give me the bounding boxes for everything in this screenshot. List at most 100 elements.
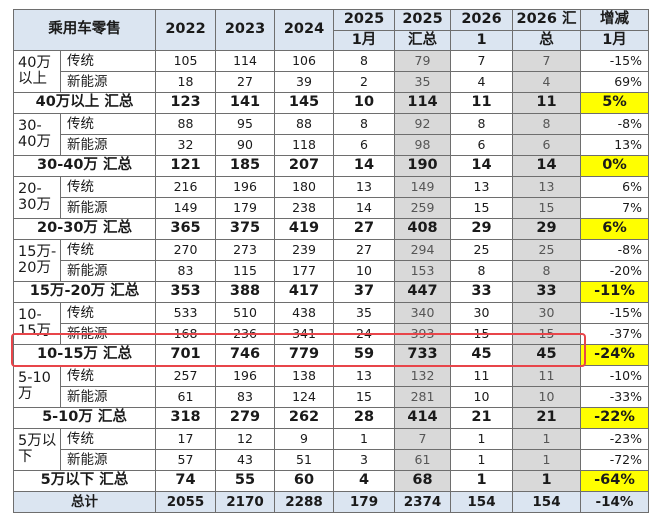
- table-row: 新能源 32 90 118 6 98 6 6 13%: [14, 134, 649, 156]
- table-row: 20- 30万 传统 216 196 180 13 149 13 13 6%: [13, 176, 649, 219]
- cell-y2025-jan: 35: [333, 302, 395, 324]
- cell-y2026-summary: 14: [512, 155, 581, 177]
- cell-change-jan: 5%: [580, 92, 649, 114]
- cell-y2023: 196: [215, 176, 275, 198]
- cell-y2023: 279: [215, 407, 275, 429]
- row-label: 新能源: [60, 197, 156, 219]
- header-2026: 2026: [450, 9, 513, 31]
- group-label-line2: 30万: [18, 196, 51, 213]
- table-row: 5-10 万传统 257 196 138 13 132 11 11 -10%: [13, 365, 649, 408]
- row-label: 传统: [60, 176, 156, 198]
- cell-y2022: 353: [155, 281, 216, 303]
- table-row: 新能源 57 43 51 3 61 1 1 -72%: [14, 449, 649, 471]
- cell-y2026-summary: 4: [512, 71, 581, 93]
- cell-y2023: 12: [215, 428, 275, 450]
- cell-y2025-summary: 190: [394, 155, 451, 177]
- header-2025-month: 1月: [333, 30, 395, 51]
- cell-y2026-jan: 15: [450, 197, 513, 219]
- cell-y2023: 185: [215, 155, 275, 177]
- group-label-line1: 5万以: [18, 433, 57, 450]
- cell-y2025-summary: 447: [394, 281, 451, 303]
- header-2023: 2023: [215, 9, 275, 51]
- cell-y2024: 51: [274, 449, 334, 471]
- cell-y2024: 207: [274, 155, 334, 177]
- cell-y2022: 168: [155, 323, 216, 345]
- cell-y2025-summary: 340: [394, 302, 451, 324]
- table-row: 10- 15万 传统 533 510 438 35 340 30 30 -15%: [13, 302, 649, 345]
- grand-total-y2026-summary: 154: [512, 491, 581, 513]
- cell-change-jan: -64%: [580, 470, 649, 492]
- grand-total-y2022: 2055: [155, 491, 216, 513]
- group-label-line1: 30-: [18, 118, 42, 135]
- cell-y2023: 27: [215, 71, 275, 93]
- cell-y2026-jan: 8: [450, 260, 513, 282]
- cell-change-jan: -72%: [580, 449, 649, 471]
- cell-change-jan: -37%: [580, 323, 649, 345]
- header-subrow: 1月 汇总 1 总 1月: [14, 30, 649, 51]
- cell-y2025-summary: 98: [394, 134, 451, 156]
- cell-y2024: 39: [274, 71, 334, 93]
- cell-y2026-summary: 29: [512, 218, 581, 240]
- cell-y2026-summary: 8: [512, 113, 581, 135]
- cell-y2025-jan: 8: [333, 50, 395, 72]
- cell-y2022: 270: [155, 239, 216, 261]
- cell-y2022: 216: [155, 176, 216, 198]
- group-label: 20- 30万: [13, 176, 61, 219]
- cell-y2026-summary: 33: [512, 281, 581, 303]
- row-label: 新能源: [60, 449, 156, 471]
- cell-y2024: 438: [274, 302, 334, 324]
- table-row: 新能源 83 115 177 10 153 8 8 -20%: [14, 260, 649, 282]
- cell-y2026-jan: 1: [450, 470, 513, 492]
- cell-change-jan: -15%: [580, 302, 649, 324]
- cell-y2022: 123: [155, 92, 216, 114]
- cell-y2023: 83: [215, 386, 275, 408]
- cell-y2024: 124: [274, 386, 334, 408]
- cell-y2025-jan: 13: [333, 365, 395, 387]
- grand-total-y2023: 2170: [215, 491, 275, 513]
- row-label: 新能源: [60, 260, 156, 282]
- cell-y2023: 90: [215, 134, 275, 156]
- cell-y2026-summary: 11: [512, 92, 581, 114]
- cell-change-jan: -20%: [580, 260, 649, 282]
- sales-table: 乘用车零售 2022 2023 2024 2025 2025 2026 2026…: [13, 9, 649, 513]
- cell-y2023: 388: [215, 281, 275, 303]
- cell-y2024: 180: [274, 176, 334, 198]
- cell-y2025-summary: 7: [394, 428, 451, 450]
- header-2026-summary-sub: 总: [512, 30, 581, 51]
- row-label: 传统: [60, 302, 156, 324]
- cell-y2022: 61: [155, 386, 216, 408]
- cell-y2023: 43: [215, 449, 275, 471]
- cell-y2026-jan: 14: [450, 155, 513, 177]
- cell-y2026-jan: 29: [450, 218, 513, 240]
- header-2025: 2025: [333, 9, 395, 31]
- cell-y2025-summary: 733: [394, 344, 451, 366]
- header-2025-summary-sub: 汇总: [394, 30, 451, 51]
- cell-change-jan: -23%: [580, 428, 649, 450]
- cell-y2026-summary: 1: [512, 470, 581, 492]
- cell-y2026-jan: 33: [450, 281, 513, 303]
- cell-y2025-summary: 79: [394, 50, 451, 72]
- subtotal-row: 30-40万 汇总 121 185 207 14 190 14 14 0%: [13, 155, 649, 177]
- cell-y2026-summary: 7: [512, 50, 581, 72]
- cell-y2026-summary: 1: [512, 428, 581, 450]
- cell-y2022: 149: [155, 197, 216, 219]
- grand-total-row: 总计 2055 2170 2288 179 2374 154 154 -14%: [13, 491, 649, 513]
- cell-y2025-jan: 10: [333, 92, 395, 114]
- cell-y2024: 417: [274, 281, 334, 303]
- cell-y2026-jan: 13: [450, 176, 513, 198]
- cell-y2026-summary: 30: [512, 302, 581, 324]
- header-change-month: 1月: [580, 30, 649, 51]
- cell-y2025-jan: 27: [333, 239, 395, 261]
- group-label-line1: 10-: [18, 307, 42, 324]
- table-row: 15万- 20万 传统 270 273 239 27 294 25 25 -8%: [13, 239, 649, 282]
- cell-y2023: 55: [215, 470, 275, 492]
- cell-y2024: 341: [274, 323, 334, 345]
- group-label: 5万以下: [13, 428, 61, 471]
- table-row: 5万以下传统 17 12 9 1 7 1 1 -23%: [13, 428, 649, 471]
- cell-change-jan: 13%: [580, 134, 649, 156]
- cell-change-jan: 7%: [580, 197, 649, 219]
- cell-y2026-jan: 11: [450, 365, 513, 387]
- cell-change-jan: 69%: [580, 71, 649, 93]
- cell-y2024: 239: [274, 239, 334, 261]
- cell-y2026-jan: 15: [450, 323, 513, 345]
